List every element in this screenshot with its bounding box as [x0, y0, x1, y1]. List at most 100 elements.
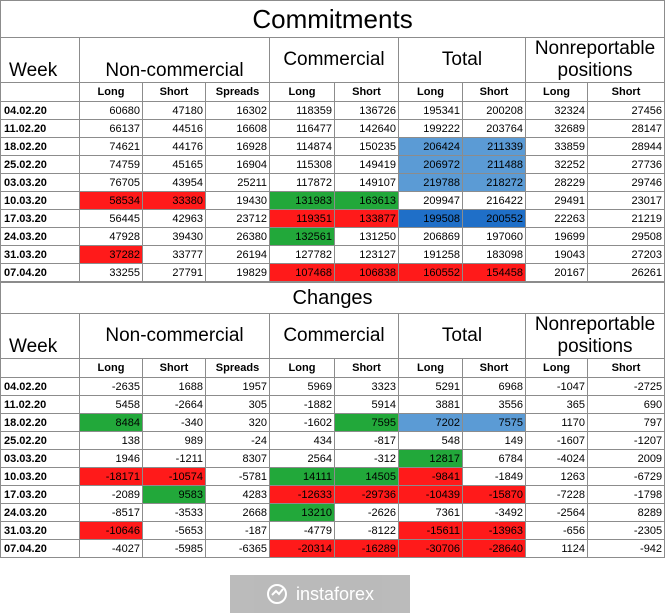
value-cell: -1849 [462, 467, 526, 486]
value-cell: -15611 [398, 521, 463, 540]
value-cell: 142640 [334, 119, 399, 138]
column-header-spreads: Spreads [205, 82, 270, 102]
value-cell: 28944 [586, 137, 665, 156]
value-cell: 76705 [79, 173, 143, 192]
column-header-long: Long [269, 358, 335, 378]
value-cell: 216422 [462, 191, 526, 210]
value-cell: -5985 [142, 539, 206, 558]
value-cell: 183098 [462, 245, 526, 264]
value-cell: 66137 [79, 119, 143, 138]
value-cell: 8307 [205, 449, 270, 468]
value-cell: 1124 [525, 539, 588, 558]
value-cell: 8289 [586, 503, 665, 522]
value-cell: 27791 [142, 263, 206, 282]
value-cell: 117872 [269, 173, 335, 192]
value-cell: 2668 [205, 503, 270, 522]
value-cell: -2725 [586, 377, 665, 396]
value-cell: 7361 [398, 503, 463, 522]
value-cell: 305 [205, 395, 270, 414]
table-row: 07.04.20 -4027 -5985 -6365 -20314 -16289 -3070… [0, 539, 665, 558]
table-row: 17.03.20 -2089 9583 4283 -12633 -29736 -10439-… [0, 485, 665, 504]
week-cell: 04.02.20 [0, 101, 80, 120]
value-cell: 118359 [269, 101, 335, 120]
value-cell: -20314 [269, 539, 335, 558]
noncommercial-header: Non-commercial [79, 37, 270, 83]
value-cell: 199508 [398, 209, 463, 228]
value-cell: -1047 [525, 377, 588, 396]
table-row: 17.03.20 56445 42963 23712 119351 133877 19950… [0, 209, 665, 228]
value-cell: 365 [525, 395, 588, 414]
value-cell: 47180 [142, 101, 206, 120]
column-header-short: Short [142, 82, 206, 102]
value-cell: 32324 [525, 101, 588, 120]
value-cell: 209947 [398, 191, 463, 210]
value-cell: -10574 [142, 467, 206, 486]
value-cell: 219788 [398, 173, 463, 192]
value-cell: 32252 [525, 155, 588, 174]
value-cell: -4027 [79, 539, 143, 558]
week-cell: 11.02.20 [0, 119, 80, 138]
value-cell: 7595 [334, 413, 399, 432]
value-cell: -2564 [525, 503, 588, 522]
value-cell: 3556 [462, 395, 526, 414]
column-headers: Long Short Spreads Long Short Long Short Long Sh… [0, 82, 665, 102]
value-cell: 23017 [586, 191, 665, 210]
nonreportable-header: Nonreportable positions [524, 313, 665, 359]
table-row: 03.03.20 1946 -1211 8307 2564 -312 12817 6784 -4… [0, 449, 665, 468]
table-row: 10.03.20 -18171 -10574 -5781 14111 14505 -9841… [0, 467, 665, 486]
table-row: 11.02.20 66137 44516 16608 116477 142640 19922… [0, 119, 665, 138]
value-cell: 58534 [79, 191, 143, 210]
value-cell: 797 [586, 413, 665, 432]
value-cell: -6729 [586, 467, 665, 486]
value-cell: 4283 [205, 485, 270, 504]
value-cell: 7575 [462, 413, 526, 432]
value-cell: 33859 [525, 137, 588, 156]
value-cell: 14505 [334, 467, 399, 486]
value-cell: 42963 [142, 209, 206, 228]
value-cell: 5458 [79, 395, 143, 414]
commercial-header: Commercial [269, 37, 399, 83]
value-cell: 33380 [142, 191, 206, 210]
value-cell: 149107 [334, 173, 399, 192]
value-cell: 200208 [462, 101, 526, 120]
week-cell: 31.03.20 [0, 245, 80, 264]
value-cell: 106838 [334, 263, 399, 282]
value-cell: 3323 [334, 377, 399, 396]
value-cell: 12817 [398, 449, 463, 468]
value-cell: -12633 [269, 485, 335, 504]
column-header-long: Long [398, 82, 463, 102]
week-cell: 25.02.20 [0, 155, 80, 174]
column-header-short: Short [462, 358, 526, 378]
value-cell: 27203 [586, 245, 665, 264]
value-cell: -2305 [586, 521, 665, 540]
value-cell: -16289 [334, 539, 399, 558]
column-header-short: Short [142, 358, 206, 378]
watermark: instaforex [230, 575, 410, 613]
value-cell: 115308 [269, 155, 335, 174]
column-header-long: Long [79, 358, 143, 378]
value-cell: 25211 [205, 173, 270, 192]
column-header-short: Short [334, 82, 399, 102]
value-cell: 218272 [462, 173, 526, 192]
value-cell: 131250 [334, 227, 399, 246]
value-cell: -1207 [586, 431, 665, 450]
week-cell: 18.02.20 [0, 413, 80, 432]
value-cell: 136726 [334, 101, 399, 120]
column-header-long: Long [525, 82, 588, 102]
nonreportable-header: Nonreportable positions [524, 37, 665, 83]
value-cell: -312 [334, 449, 399, 468]
value-cell: 29508 [586, 227, 665, 246]
value-cell: -10439 [398, 485, 463, 504]
column-header-long: Long [398, 358, 463, 378]
commercial-header: Commercial [269, 313, 399, 359]
value-cell: 16928 [205, 137, 270, 156]
value-cell: 28229 [525, 173, 588, 192]
value-cell: -1882 [269, 395, 335, 414]
value-cell: 7202 [398, 413, 463, 432]
value-cell: -656 [525, 521, 588, 540]
value-cell: -187 [205, 521, 270, 540]
week-cell: 03.03.20 [0, 173, 80, 192]
value-cell: 20167 [525, 263, 588, 282]
value-cell: 138 [79, 431, 143, 450]
value-cell: 2564 [269, 449, 335, 468]
